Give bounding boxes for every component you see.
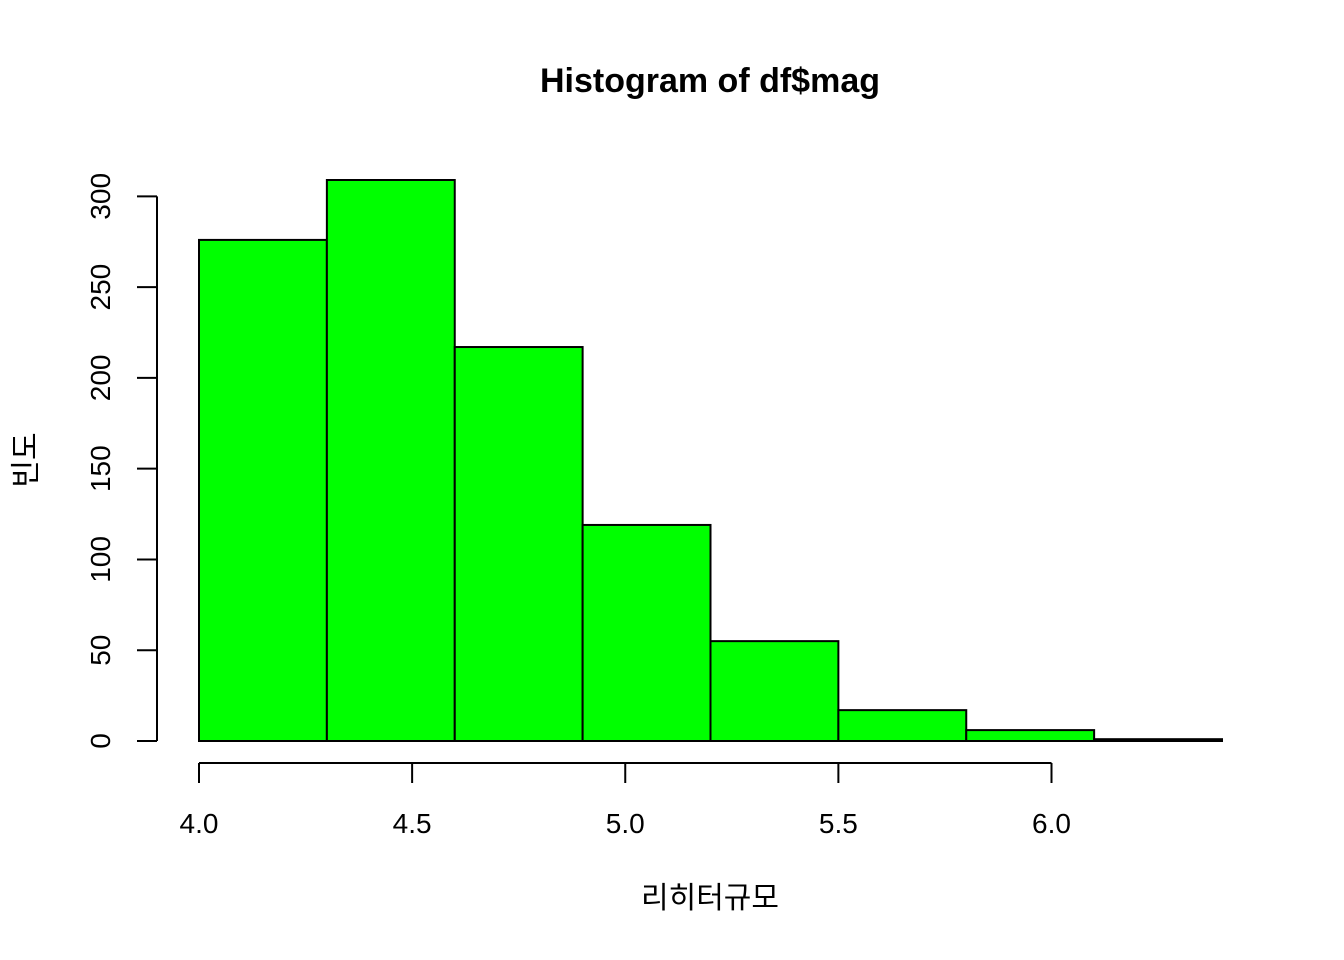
- chart-title: Histogram of df$mag: [540, 62, 880, 100]
- x-tick-label: 4.0: [180, 808, 219, 839]
- histogram-bar: [965, 729, 1096, 743]
- histogram-bar: [1093, 738, 1223, 742]
- x-tick-label: 4.5: [393, 808, 432, 839]
- x-tick-label: 5.0: [606, 808, 645, 839]
- y-tick-label: 300: [85, 173, 116, 220]
- histogram-bar: [198, 238, 328, 742]
- x-tick-label: 5.5: [819, 808, 858, 839]
- x-tick-label: 6.0: [1032, 808, 1071, 839]
- y-tick-label: 150: [85, 445, 116, 492]
- y-axis-label: 빈도: [9, 432, 44, 487]
- bars-group: [198, 179, 1223, 743]
- y-axis: 0 50 100 150 200 250 300: [85, 173, 158, 749]
- histogram-bar: [453, 346, 584, 742]
- x-axis: 4.0 4.5 5.0 5.5 6.0: [180, 762, 1071, 839]
- y-tick-label: 50: [85, 635, 116, 666]
- histogram-bar: [581, 523, 712, 743]
- y-tick-label: 0: [85, 733, 116, 749]
- y-tick-label: 100: [85, 536, 116, 583]
- histogram-bar: [325, 179, 456, 742]
- histogram-bar: [709, 640, 840, 742]
- y-tick-label: 200: [85, 355, 116, 402]
- y-tick-label: 250: [85, 264, 116, 311]
- histogram-bar: [837, 709, 968, 743]
- x-axis-label: 리히터규모: [641, 881, 779, 916]
